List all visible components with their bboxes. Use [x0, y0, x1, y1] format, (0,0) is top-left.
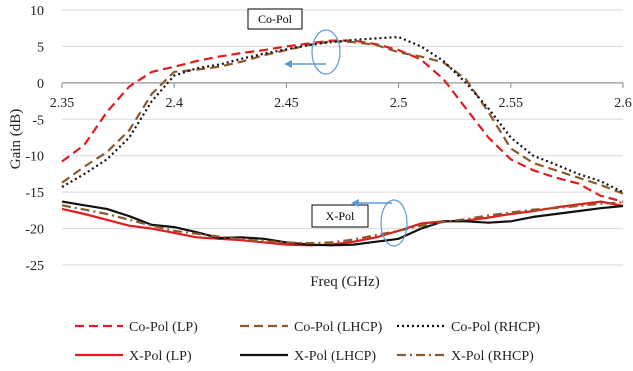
co-pol-label-box	[247, 8, 303, 30]
x-pol-arrowhead	[351, 199, 359, 207]
x-tick-label: 2.55	[499, 96, 524, 111]
y-tick-label: -5	[32, 113, 44, 128]
series-line	[61, 40, 624, 195]
co-pol-label: Co-Pol	[258, 12, 293, 26]
series-line	[61, 39, 624, 203]
series-line	[61, 200, 624, 247]
legend-label: X-Pol (LHCP)	[294, 349, 376, 364]
co-pol-ellipse	[311, 29, 341, 75]
y-tick-label: 10	[30, 4, 44, 19]
series-line	[61, 200, 624, 247]
y-tick-label: -10	[25, 150, 44, 165]
legend-label: X-Pol (LP)	[129, 349, 192, 364]
y-tick-label: 5	[37, 40, 44, 55]
series-lines	[61, 35, 624, 247]
y-tick-label: 0	[37, 77, 44, 92]
x-tick-label: 2.5	[390, 96, 408, 111]
x-tick-label: 2.45	[274, 96, 299, 111]
x-tick-label: 2.6	[614, 96, 632, 111]
x-pol-ellipse	[380, 199, 408, 247]
co-pol-arrowhead	[284, 60, 292, 68]
y-tick-label: -15	[25, 186, 44, 201]
x-pol-label: X-Pol	[326, 209, 355, 223]
y-tick-label: -25	[25, 259, 44, 274]
x-pol-label-box	[311, 204, 369, 228]
legend-label: Co-Pol (LHCP)	[294, 320, 383, 335]
y-axis-title: Gain (dB)	[8, 109, 24, 169]
annotations: Co-Pol X-Pol	[247, 8, 408, 247]
series-line	[61, 35, 624, 194]
y-tick-label: -20	[25, 223, 44, 238]
x-tick-label: 2.4	[165, 96, 183, 111]
axis-ticks: 10 5 0 -5 -10 -15 -20 -25 2.35 2.4 2.45 2.5 2.55 2.6	[25, 4, 631, 274]
x-tick-label: 2.35	[50, 96, 75, 111]
legend-label: Co-Pol (LP)	[129, 320, 198, 335]
legend-label: Co-Pol (RHCP)	[451, 320, 540, 335]
series-line	[61, 201, 624, 245]
legend: Co-Pol (LP) Co-Pol (LHCP) Co-Pol (RHCP) X-P…	[75, 320, 540, 364]
legend-label: X-Pol (RHCP)	[451, 349, 534, 364]
x-axis-title: Freq (GHz)	[310, 274, 380, 290]
